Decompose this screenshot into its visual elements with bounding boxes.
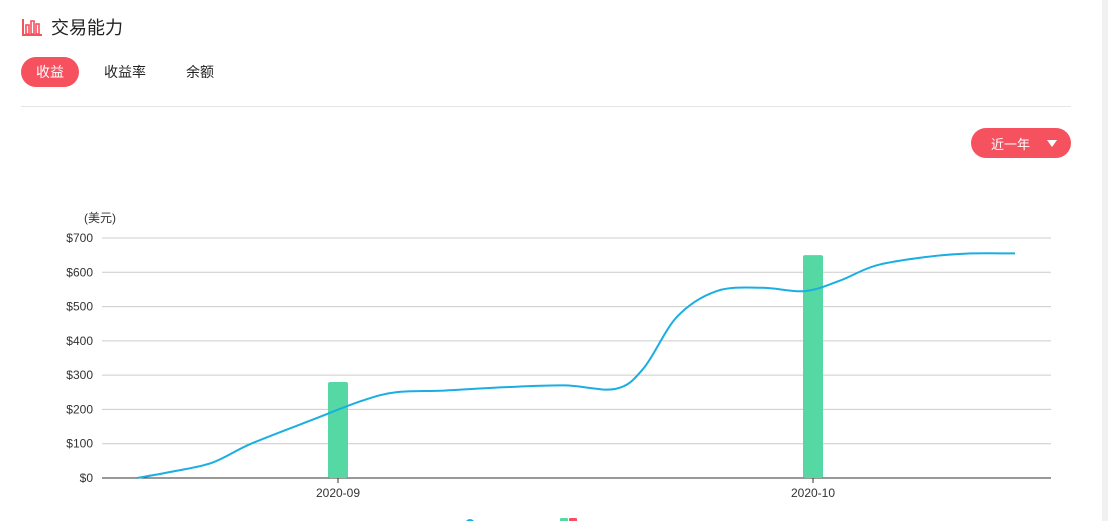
y-tick-label: $700 [66, 231, 93, 245]
y-tick-label: $500 [66, 300, 93, 314]
section-header: 交易能力 [21, 14, 123, 40]
tab-profit-rate[interactable]: 收益率 [104, 64, 146, 80]
page-title: 交易能力 [51, 18, 123, 38]
tab-profit[interactable]: 收益 [21, 57, 79, 87]
x-tick-label: 2020-10 [791, 486, 835, 500]
time-range-select[interactable]: 近一年 [971, 128, 1071, 158]
x-tick-label: 2020-09 [316, 486, 360, 500]
legend-marker-bar [560, 518, 568, 521]
divider [21, 106, 1071, 107]
y-tick-label: $600 [66, 265, 93, 279]
caret-down-icon [1047, 140, 1057, 147]
bar [803, 255, 823, 478]
tab-balance[interactable]: 余额 [186, 64, 214, 80]
y-tick-label: $0 [80, 471, 94, 485]
y-tick-label: $400 [66, 334, 93, 348]
time-range-value: 近一年 [991, 136, 1031, 152]
line-series [136, 252, 1016, 479]
y-tick-label: $200 [66, 402, 93, 416]
y-axis-unit-label: (美元) [84, 211, 116, 225]
y-tick-label: $300 [66, 368, 93, 382]
scrollbar[interactable] [1102, 0, 1108, 521]
bar [328, 382, 348, 478]
y-tick-label: $100 [66, 437, 93, 451]
legend-marker-bar-negative [569, 518, 577, 521]
bar-chart-icon [22, 19, 42, 36]
metric-tabs: 收益 收益率 余额 [21, 57, 239, 87]
